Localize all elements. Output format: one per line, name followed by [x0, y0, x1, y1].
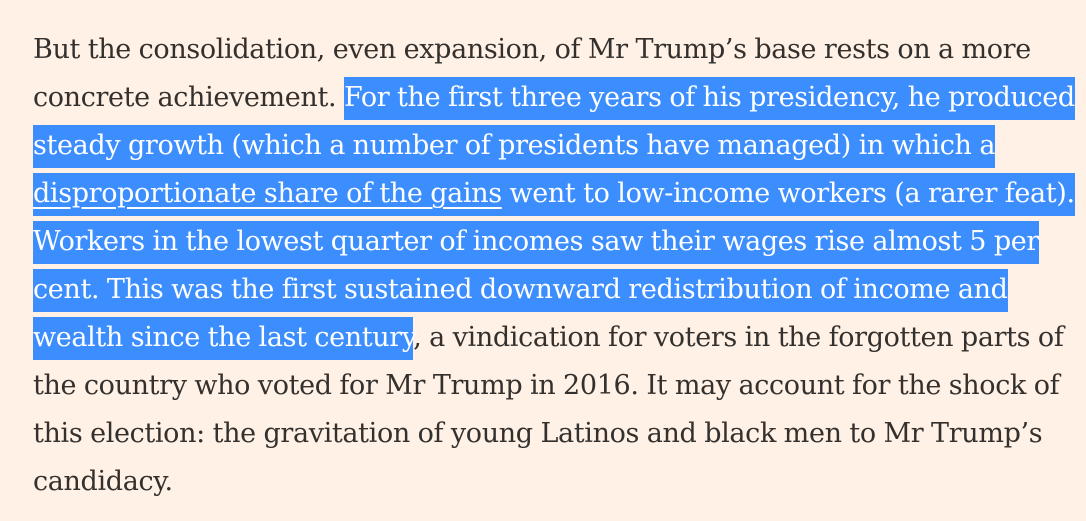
selected-text[interactable]: Workers in the lowest quarter of incomes…	[33, 221, 1039, 264]
paragraph-line: the country who voted for Mr Trump in 20…	[33, 362, 1073, 410]
paragraph-text: concrete achievement.	[33, 82, 344, 113]
paragraph-line: steady growth (which a number of preside…	[33, 122, 1073, 170]
paragraph-text: candidacy.	[33, 466, 173, 497]
paragraph-line: cent. This was the first sustained downw…	[33, 266, 1073, 314]
paragraph-line: disproportionate share of the gains went…	[33, 170, 1075, 218]
paragraph-line: this election: the gravitation of young …	[33, 410, 1073, 458]
paragraph-text: this election: the gravitation of young …	[33, 418, 1043, 449]
paragraph-line: concrete achievement. For the first thre…	[33, 74, 1075, 122]
selected-text[interactable]: steady growth (which a number of preside…	[33, 125, 995, 168]
paragraph-text: But the consolidation, even expansion, o…	[33, 34, 1031, 65]
selected-text[interactable]: went to low-income workers (a rarer feat…	[501, 173, 1075, 216]
paragraph-line: Workers in the lowest quarter of incomes…	[33, 218, 1073, 266]
paragraph-line: candidacy.	[33, 458, 1073, 506]
selected-text[interactable]: For the first three years of his preside…	[343, 77, 1075, 120]
article-paragraph[interactable]: But the consolidation, even expansion, o…	[33, 26, 1075, 506]
article-link-selected[interactable]: disproportionate share of the gains	[33, 173, 502, 216]
paragraph-line: wealth since the last century, a vindica…	[33, 314, 1073, 362]
paragraph-text: the country who voted for Mr Trump in 20…	[33, 370, 1060, 401]
paragraph-text: , a vindication for voters in the forgot…	[413, 322, 1064, 353]
selected-text[interactable]: cent. This was the first sustained downw…	[33, 269, 1008, 312]
paragraph-line: But the consolidation, even expansion, o…	[33, 26, 1073, 74]
selected-text[interactable]: wealth since the last century	[33, 317, 414, 360]
